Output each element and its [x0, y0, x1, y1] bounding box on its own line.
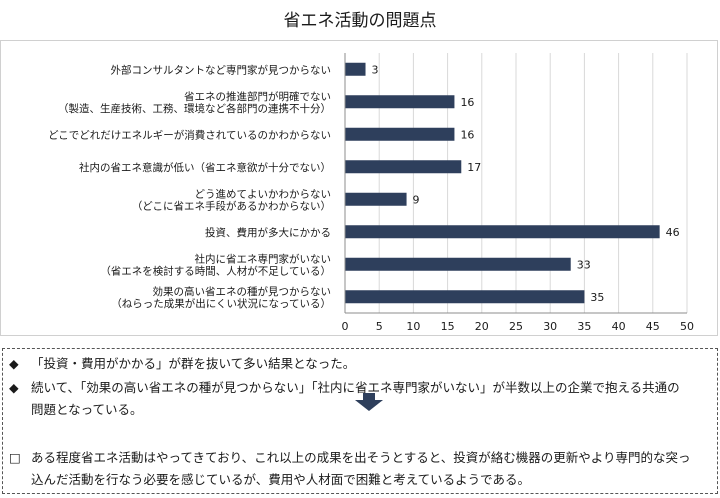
- square-bullet-icon: □: [9, 450, 21, 465]
- category-label: 外部コンサルタントなど専門家が見つからない: [111, 63, 332, 76]
- x-tick-label: 30: [543, 320, 557, 333]
- category-label: （ねらった成果が出にくい状況になっている）: [111, 297, 331, 310]
- chart-title: 省エネ活動の問題点: [283, 11, 437, 31]
- note-1-text: 「投資・費用がかかる」が群を抜いて多い結果となった。: [31, 356, 356, 371]
- diamond-bullet-icon: ◆: [9, 356, 19, 371]
- note-3-line-2: 込んだ活動を行なう必要を感じているが、費用や人材面で困難と考えているようである。: [31, 472, 531, 487]
- category-label: 省エネの推進部門が明確でない: [184, 90, 331, 103]
- x-tick-label: 35: [577, 320, 591, 333]
- category-label: （省エネを検討する時間、人材が不足している）: [100, 264, 331, 277]
- note-3-line-1: ある程度省エネ活動はやってきており、これ以上の成果を出そうとすると、投資が絡む機…: [31, 450, 691, 465]
- data-label: 16: [460, 96, 474, 109]
- category-label: （製造、生産技術、工務、環境など各部門の連携不十分）: [58, 102, 331, 115]
- category-label: 社内に省エネ専門家がいない: [195, 252, 332, 265]
- category-label: 投資、費用が多大にかかる: [205, 226, 331, 239]
- note-3: □ ある程度省エネ活動はやってきており、これ以上の成果を出そうとすると、投資が絡む…: [9, 447, 709, 491]
- x-tick-label: 5: [376, 320, 383, 333]
- x-tick-label: 0: [342, 320, 349, 333]
- data-label: 17: [467, 161, 481, 174]
- note-2-line-2: 問題となっている。: [31, 402, 143, 417]
- x-tick-label: 50: [680, 320, 694, 333]
- note-2-line-1: 続いて、「効果の高い省エネの種が見つからない」「社内に省エネ専門家がいない」が半…: [31, 380, 680, 395]
- x-tick-label: 10: [406, 320, 420, 333]
- chart-frame: 0 5 10 15 20 25 30 35 40 45 50 3 外部コンサルタントなど専門家が見つから…: [0, 40, 718, 336]
- diamond-bullet-icon: ◆: [9, 380, 19, 395]
- data-label: 3: [372, 63, 379, 76]
- bar: [345, 225, 660, 239]
- x-tick-label: 20: [475, 320, 489, 333]
- bar: [345, 95, 455, 109]
- x-tick-label: 45: [646, 320, 660, 333]
- notes-box: ◆ 「投資・費用がかかる」が群を抜いて多い結果となった。 ◆ 続いて、「効果の高い省…: [2, 348, 718, 494]
- x-tick-label: 40: [612, 320, 626, 333]
- bar: [345, 192, 407, 206]
- note-2: ◆ 続いて、「効果の高い省エネの種が見つからない」「社内に省エネ専門家がいない」が…: [9, 377, 709, 421]
- data-label: 9: [413, 193, 420, 206]
- bar: [345, 257, 571, 271]
- note-1: ◆ 「投資・費用がかかる」が群を抜いて多い結果となった。: [9, 353, 709, 375]
- category-label: 効果の高い省エネの種が見つからない: [153, 285, 332, 298]
- data-label: 46: [666, 226, 680, 239]
- data-label: 33: [577, 258, 591, 271]
- data-label: 16: [460, 128, 474, 141]
- category-label: どこでどれだけエネルギーが消費されているのかわからない: [48, 128, 331, 141]
- bar-chart: 0 5 10 15 20 25 30 35 40 45 50 3 外部コンサルタントなど専門家が見つから…: [48, 53, 694, 333]
- bar: [345, 62, 366, 76]
- data-label: 35: [590, 291, 604, 304]
- x-tick-label: 25: [509, 320, 523, 333]
- bar: [345, 127, 455, 141]
- category-label: （どこに省エネ手段があるかわからない）: [132, 199, 331, 212]
- category-label: 社内の省エネ意識が低い（省エネ意欲が十分でない）: [79, 161, 331, 174]
- x-tick-label: 15: [441, 320, 455, 333]
- bar: [345, 290, 585, 304]
- bar: [345, 160, 462, 174]
- down-arrow-icon: [355, 393, 383, 411]
- category-label: どう進めてよいかわからない: [195, 188, 332, 200]
